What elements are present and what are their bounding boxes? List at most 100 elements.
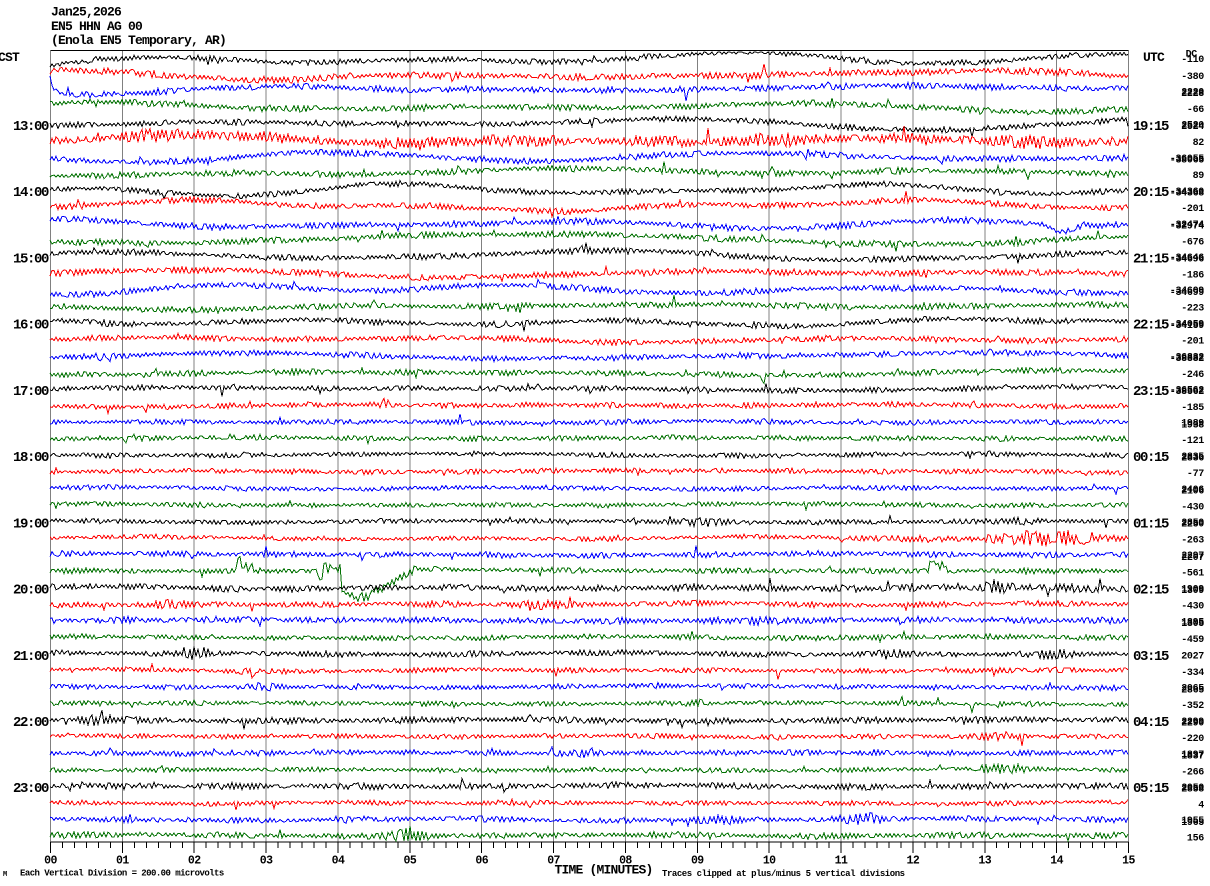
svg-text:23:15: 23:15 bbox=[1133, 384, 1169, 400]
svg-text:22:15: 22:15 bbox=[1133, 318, 1169, 334]
svg-text:-77: -77 bbox=[1187, 469, 1204, 480]
svg-text:1895: 1895 bbox=[1181, 617, 1204, 628]
svg-text:-223: -223 bbox=[1181, 304, 1204, 315]
svg-text:09: 09 bbox=[691, 855, 704, 868]
svg-text:-121: -121 bbox=[1181, 436, 1204, 447]
svg-text:08: 08 bbox=[619, 855, 632, 868]
svg-text:-352: -352 bbox=[1181, 701, 1204, 712]
svg-text:11: 11 bbox=[835, 855, 848, 868]
svg-text:2027: 2027 bbox=[1181, 651, 1204, 662]
svg-text:-34360: -34360 bbox=[1170, 187, 1205, 198]
svg-text:2835: 2835 bbox=[1181, 452, 1204, 463]
svg-text:89: 89 bbox=[1193, 171, 1205, 182]
svg-text:04:15: 04:15 bbox=[1133, 715, 1169, 731]
svg-text:M: M bbox=[3, 871, 7, 879]
svg-text:-38882: -38882 bbox=[1170, 354, 1205, 365]
svg-text:4: 4 bbox=[1198, 800, 1204, 811]
svg-text:12: 12 bbox=[907, 855, 920, 868]
svg-text:2228: 2228 bbox=[1181, 89, 1204, 100]
svg-text:20:00: 20:00 bbox=[13, 583, 49, 599]
svg-text:2850: 2850 bbox=[1181, 518, 1204, 529]
svg-text:-185: -185 bbox=[1181, 403, 1204, 414]
svg-text:2220: 2220 bbox=[1181, 88, 1204, 99]
svg-text:1309: 1309 bbox=[1181, 586, 1204, 597]
svg-text:-430: -430 bbox=[1181, 502, 1204, 513]
svg-text:2524: 2524 bbox=[1181, 122, 1204, 133]
svg-text:16:00: 16:00 bbox=[13, 318, 49, 334]
svg-text:03: 03 bbox=[260, 855, 273, 868]
svg-text:CST: CST bbox=[0, 50, 20, 65]
svg-text:-430: -430 bbox=[1181, 602, 1204, 613]
svg-text:2865: 2865 bbox=[1181, 685, 1204, 696]
svg-text:-34699: -34699 bbox=[1170, 288, 1205, 299]
svg-text:Jan25,2026: Jan25,2026 bbox=[51, 5, 122, 20]
svg-text:13:00: 13:00 bbox=[13, 119, 49, 135]
svg-text:1837: 1837 bbox=[1181, 752, 1204, 763]
svg-text:-201: -201 bbox=[1181, 337, 1204, 348]
svg-text:-186: -186 bbox=[1181, 270, 1204, 281]
svg-text:-676: -676 bbox=[1181, 237, 1204, 248]
svg-text:82: 82 bbox=[1193, 138, 1205, 149]
svg-text:-36562: -36562 bbox=[1170, 386, 1205, 397]
svg-text:1897: 1897 bbox=[1181, 750, 1204, 761]
svg-text:04: 04 bbox=[332, 855, 345, 868]
svg-text:DC: DC bbox=[1186, 50, 1198, 61]
svg-text:-201: -201 bbox=[1181, 204, 1204, 215]
svg-text:-34368: -34368 bbox=[1170, 188, 1205, 199]
svg-text:1989: 1989 bbox=[1181, 419, 1204, 430]
svg-text:21:15: 21:15 bbox=[1133, 251, 1169, 267]
svg-text:1955: 1955 bbox=[1181, 816, 1204, 827]
svg-text:17:00: 17:00 bbox=[13, 384, 49, 400]
svg-text:2836: 2836 bbox=[1181, 453, 1204, 464]
svg-text:2299: 2299 bbox=[1181, 717, 1204, 728]
svg-text:-561: -561 bbox=[1181, 569, 1204, 580]
svg-text:-32974: -32974 bbox=[1170, 222, 1205, 233]
svg-text:-34696: -34696 bbox=[1170, 255, 1205, 266]
svg-text:Each Vertical Division = 200.: Each Vertical Division = 200.00 microvol… bbox=[20, 869, 224, 879]
svg-text:06: 06 bbox=[475, 855, 488, 868]
svg-text:-66: -66 bbox=[1187, 105, 1204, 116]
svg-text:156: 156 bbox=[1187, 834, 1204, 845]
svg-text:02:15: 02:15 bbox=[1133, 583, 1169, 599]
svg-text:-38065: -38065 bbox=[1170, 155, 1205, 166]
svg-text:1909: 1909 bbox=[1181, 584, 1204, 595]
svg-text:-110: -110 bbox=[1181, 55, 1204, 66]
svg-text:23:00: 23:00 bbox=[13, 781, 49, 797]
svg-text:Traces clipped at plus/minus 5: Traces clipped at plus/minus 5 vertical … bbox=[662, 869, 905, 879]
svg-text:-334: -334 bbox=[1181, 668, 1204, 679]
svg-text:14:00: 14:00 bbox=[13, 185, 49, 201]
svg-text:00:15: 00:15 bbox=[1133, 450, 1169, 466]
svg-text:-220: -220 bbox=[1181, 734, 1204, 745]
svg-text:21:00: 21:00 bbox=[13, 649, 49, 665]
svg-text:TIME (MINUTES): TIME (MINUTES) bbox=[554, 863, 652, 878]
svg-text:19:00: 19:00 bbox=[13, 516, 49, 532]
svg-text:2050: 2050 bbox=[1181, 783, 1204, 794]
svg-text:-266: -266 bbox=[1181, 767, 1204, 778]
svg-text:-32474: -32474 bbox=[1170, 220, 1205, 231]
svg-text:-459: -459 bbox=[1181, 635, 1204, 646]
svg-text:-38562: -38562 bbox=[1170, 387, 1205, 398]
svg-text:00: 00 bbox=[44, 855, 57, 868]
svg-text:07: 07 bbox=[547, 855, 560, 868]
svg-text:2207: 2207 bbox=[1181, 553, 1204, 564]
svg-text:2106: 2106 bbox=[1181, 487, 1204, 498]
svg-text:2520: 2520 bbox=[1181, 121, 1204, 132]
svg-text:14: 14 bbox=[1050, 855, 1063, 868]
svg-text:2297: 2297 bbox=[1181, 551, 1204, 562]
svg-text:22:00: 22:00 bbox=[13, 715, 49, 731]
svg-text:05:15: 05:15 bbox=[1133, 781, 1169, 797]
svg-text:03:15: 03:15 bbox=[1133, 649, 1169, 665]
svg-text:02: 02 bbox=[188, 855, 201, 868]
svg-text:13: 13 bbox=[978, 855, 991, 868]
svg-text:-34646: -34646 bbox=[1170, 253, 1205, 264]
svg-text:10: 10 bbox=[763, 855, 776, 868]
svg-text:2065: 2065 bbox=[1181, 684, 1204, 695]
svg-text:15: 15 bbox=[1122, 855, 1135, 868]
svg-text:19:15: 19:15 bbox=[1133, 119, 1169, 135]
svg-text:-34159: -34159 bbox=[1170, 321, 1205, 332]
svg-text:-36832: -36832 bbox=[1170, 352, 1205, 363]
svg-text:-246: -246 bbox=[1181, 370, 1204, 381]
svg-text:-34059: -34059 bbox=[1170, 319, 1205, 330]
svg-text:1938: 1938 bbox=[1181, 420, 1204, 431]
svg-text:2250: 2250 bbox=[1181, 520, 1204, 531]
